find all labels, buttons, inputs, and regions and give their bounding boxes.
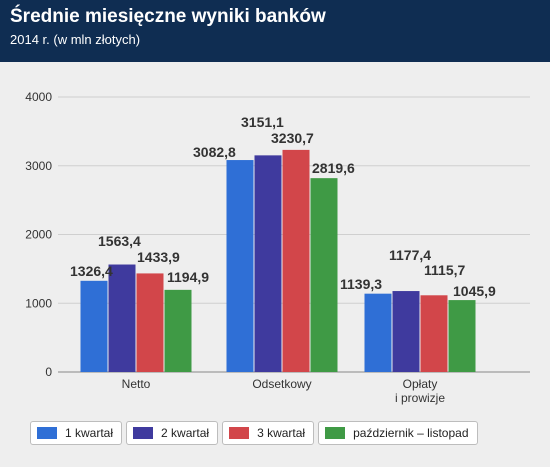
legend-swatch-series-1: [37, 427, 57, 439]
bar: [254, 155, 282, 372]
bar: [164, 289, 192, 372]
data-label: 3230,7: [271, 130, 314, 146]
data-label: 1045,9: [453, 283, 496, 299]
data-label: 1139,3: [340, 276, 382, 292]
chart-subtitle: 2014 r. (w mln złotych): [10, 32, 141, 47]
y-tick-label: 2000: [25, 228, 52, 242]
legend-item-series-1: 1 kwartał: [30, 421, 123, 445]
bar: [420, 295, 448, 372]
bar: [392, 291, 420, 372]
y-tick-label: 3000: [25, 159, 52, 173]
x-tick-label: Odsetkowy: [252, 377, 311, 391]
data-label: 1177,4: [389, 247, 431, 263]
data-label: 1194,9: [167, 269, 209, 285]
data-label: 1563,4: [98, 233, 141, 249]
legend-item-series-2: 2 kwartał: [126, 421, 219, 445]
x-tick-label: Opłaty: [403, 377, 438, 391]
legend-swatch-series-2: [133, 427, 154, 439]
legend-swatch-series-4: [325, 427, 346, 439]
legend-label-series-3: 3 kwartał: [257, 426, 306, 440]
chart-header: Średnie miesięczne wyniki banków 2014 r.…: [0, 0, 550, 62]
legend-label-series-1: 1 kwartał: [65, 426, 114, 440]
bar: [448, 300, 476, 372]
bar: [364, 293, 392, 372]
bar: [80, 280, 108, 372]
bar: [108, 264, 136, 372]
data-label: 1433,9: [137, 249, 180, 265]
legend-swatch-series-3: [229, 427, 250, 439]
data-label: 3151,1: [241, 114, 284, 130]
bar: [310, 178, 338, 372]
x-tick-label: i prowizje: [395, 391, 445, 405]
legend-label-series-4: październik – listopad: [353, 426, 469, 440]
data-label: 1115,7: [424, 262, 465, 278]
data-label: 2819,6: [312, 160, 355, 176]
legend-item-series-4: październik – listopad: [318, 421, 478, 445]
legend-label-series-2: 2 kwartał: [161, 426, 210, 440]
legend-item-series-3: 3 kwartał: [222, 421, 315, 445]
data-label: 3082,8: [193, 144, 236, 160]
legend: 1 kwartał 2 kwartał 3 kwartał październi…: [30, 421, 478, 445]
y-tick-label: 0: [45, 365, 52, 379]
data-label: 1326,4: [70, 263, 113, 279]
chart-title: Średnie miesięczne wyniki banków: [10, 6, 326, 27]
bar: [282, 149, 310, 372]
y-tick-label: 1000: [25, 296, 52, 310]
bar: [226, 160, 254, 372]
bar: [136, 273, 164, 372]
y-tick-label: 4000: [25, 90, 52, 104]
x-tick-label: Netto: [122, 377, 151, 391]
